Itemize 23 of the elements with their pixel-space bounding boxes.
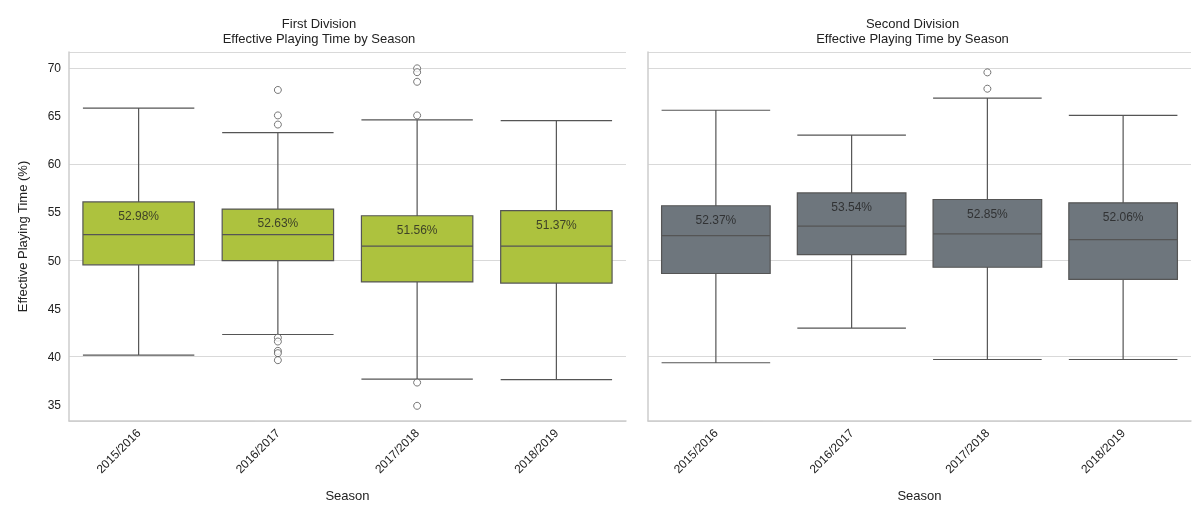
chart-title: First Division (281, 16, 357, 31)
y-tick-label: 35 (47, 397, 62, 412)
text: 52.85% (967, 206, 1008, 221)
chart-subtitle: Effective Playing Time by Season (222, 31, 416, 46)
chart-subtitle: Effective Playing Time by Season (816, 31, 1009, 46)
y-tick-label: 65 (47, 109, 62, 124)
y-axis-title: Effective Playing Time (%) (15, 160, 30, 313)
y-tick-label: 45 (47, 301, 62, 316)
text: 51.56% (396, 222, 438, 237)
text: 51.37% (536, 217, 577, 232)
y-tick-label: 50 (47, 253, 62, 268)
text: 53.54% (831, 199, 872, 214)
text: 52.37% (695, 212, 737, 227)
text: 52.06% (1102, 209, 1144, 224)
text: 52.98% (118, 208, 159, 223)
text: 52.63% (257, 216, 299, 231)
y-tick-label: 55 (47, 205, 62, 220)
y-tick-label: 60 (47, 157, 62, 172)
chart-title: Second Division (865, 16, 960, 31)
x-axis-title: Season (897, 488, 942, 503)
y-tick-label: 40 (47, 349, 62, 364)
x-axis-title: Season (325, 488, 370, 503)
y-tick-label: 70 (47, 61, 62, 76)
